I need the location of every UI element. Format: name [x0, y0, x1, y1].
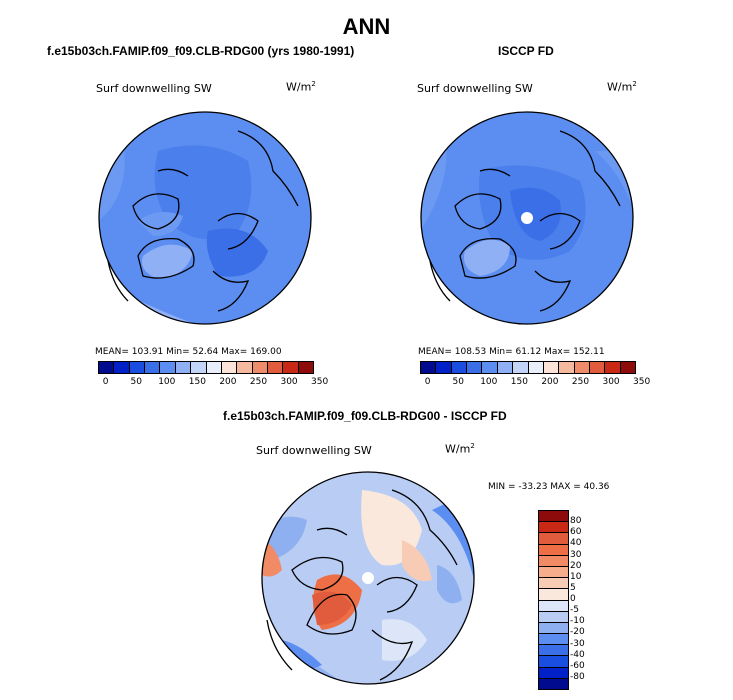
diff-colorbar-tick-label: -20 — [570, 627, 585, 638]
right-colorbar-swatch — [528, 362, 544, 373]
diff-colorbar-swatch — [539, 600, 568, 612]
diff-colorbar-swatch — [539, 555, 568, 567]
left-colorbar-swatch — [191, 362, 207, 373]
right-colorbar-tick-label: 200 — [541, 377, 559, 387]
right-colorbar-swatch — [513, 362, 529, 373]
diff-colorbar-tick-label: 0 — [570, 594, 576, 604]
diff-colorbar-tick-label: 10 — [570, 571, 582, 582]
left-colorbar-swatch — [298, 362, 314, 373]
right-colorbar-swatch — [467, 362, 483, 373]
diff-colorbar-swatch — [539, 511, 568, 523]
diff-colorbar-swatch — [539, 678, 568, 689]
diff-variable-label: Surf downwelling SW — [256, 444, 372, 457]
diff-colorbar-tick-label: 80 — [570, 516, 582, 527]
right-colorbar-tick-label: 100 — [480, 377, 498, 387]
left-panel-header: f.e15b03ch.FAMIP.f09_f09.CLB-RDG00 (yrs … — [47, 44, 355, 58]
diff-panel-header: f.e15b03ch.FAMIP.f09_f09.CLB-RDG00 - ISC… — [223, 409, 507, 423]
left-colorbar-swatch — [160, 362, 176, 373]
left-colorbar-tick-label: 150 — [188, 377, 206, 387]
left-colorbar-tick-label: 0 — [102, 377, 109, 387]
diff-colorbar-tick-label: -40 — [570, 649, 585, 660]
right-colorbar-tick-label: 50 — [452, 377, 464, 387]
diff-colorbar-swatch — [539, 622, 568, 635]
right-units-label: W/m2 — [607, 80, 637, 94]
left-colorbar-swatch — [145, 362, 161, 373]
diff-colorbar-tick-label: 60 — [570, 527, 582, 538]
right-colorbar-swatch — [620, 362, 636, 373]
diff-colorbar-tick-label: -30 — [570, 638, 585, 649]
right-stats: MEAN= 108.53 Min= 61.12 Max= 152.11 — [418, 347, 605, 357]
left-colorbar-swatch — [221, 362, 238, 373]
right-colorbar-swatch — [543, 362, 560, 373]
left-variable-label: Surf downwelling SW — [96, 82, 212, 95]
left-colorbar-tick-label: 100 — [158, 377, 176, 387]
diff-colorbar-swatch — [539, 634, 568, 646]
left-colorbar-tick-label: 250 — [249, 377, 268, 387]
left-polar-map — [98, 111, 312, 325]
right-colorbar-tick-label: 0 — [424, 377, 431, 387]
left-colorbar-tick-label: 50 — [130, 377, 142, 387]
right-colorbar-swatch — [559, 362, 575, 373]
right-colorbar-swatch — [451, 362, 468, 373]
diff-colorbar-swatch — [539, 645, 568, 657]
diff-colorbar-swatch — [539, 667, 568, 679]
diff-colorbar-swatch — [539, 544, 568, 556]
diff-colorbar-tick-label: 40 — [570, 538, 582, 549]
left-units-label: W/m2 — [286, 80, 316, 94]
right-polar-map — [420, 111, 634, 325]
right-panel-header: ISCCP FD — [498, 44, 554, 58]
left-colorbar-swatch — [206, 362, 222, 373]
left-colorbar-swatch — [175, 362, 192, 373]
right-colorbar-swatch — [482, 362, 498, 373]
left-colorbar — [98, 361, 314, 374]
right-colorbar-tick-label: 250 — [571, 377, 590, 387]
right-colorbar-swatch — [605, 362, 621, 373]
diff-colorbar-tick-label: -5 — [570, 605, 579, 616]
diff-colorbar — [538, 510, 569, 690]
left-colorbar-tick-label: 350 — [311, 377, 329, 387]
diff-colorbar-tick-label: -60 — [570, 660, 585, 671]
diff-stats: MIN = -33.23 MAX = 40.36 — [488, 482, 610, 492]
right-variable-label: Surf downwelling SW — [417, 82, 533, 95]
right-colorbar-tick-label: 300 — [602, 377, 620, 387]
diff-colorbar-swatch — [539, 566, 568, 579]
diff-colorbar-tick-label: 5 — [570, 582, 576, 593]
left-stats: MEAN= 103.91 Min= 52.64 Max= 169.00 — [95, 347, 282, 357]
diff-units-label: W/m2 — [445, 442, 475, 456]
diff-colorbar-ticks: 80 60 40 30 20 10 5 0 -5 -10 -20 -30 -40 -60 -80 — [570, 510, 600, 688]
left-colorbar-swatch — [267, 362, 284, 373]
right-colorbar-swatch — [436, 362, 452, 373]
right-colorbar — [420, 361, 636, 374]
left-colorbar-swatch — [237, 362, 253, 373]
diff-colorbar-tick-label: -80 — [570, 671, 585, 682]
right-colorbar-swatch — [574, 362, 590, 373]
diff-colorbar-swatch — [539, 522, 568, 534]
right-colorbar-swatch — [421, 362, 437, 373]
left-colorbar-swatch — [283, 362, 299, 373]
left-colorbar-tick-label: 300 — [280, 377, 298, 387]
right-colorbar-tick-label: 350 — [633, 377, 651, 387]
diff-colorbar-swatch — [539, 578, 568, 590]
diff-colorbar-tick-label: 20 — [570, 560, 582, 571]
diff-colorbar-swatch — [539, 589, 568, 601]
right-colorbar-tick-label: 150 — [510, 377, 528, 387]
diff-colorbar-swatch — [539, 656, 568, 668]
left-colorbar-swatch — [129, 362, 146, 373]
left-colorbar-swatch — [252, 362, 268, 373]
right-colorbar-swatch — [589, 362, 606, 373]
diff-colorbar-swatch — [539, 611, 568, 623]
left-colorbar-ticks: 0 50 100 150 200 250 300 350 — [98, 377, 328, 389]
diff-colorbar-swatch — [539, 533, 568, 545]
left-colorbar-tick-label: 200 — [219, 377, 237, 387]
left-colorbar-swatch — [99, 362, 115, 373]
plot-title: ANN — [342, 14, 391, 39]
diff-colorbar-tick-label: -10 — [570, 616, 585, 627]
diff-colorbar-tick-label: 30 — [570, 549, 582, 560]
right-colorbar-ticks: 0 50 100 150 200 250 300 350 — [420, 377, 650, 389]
right-colorbar-swatch — [497, 362, 514, 373]
left-colorbar-swatch — [114, 362, 130, 373]
diff-polar-map — [261, 471, 475, 685]
